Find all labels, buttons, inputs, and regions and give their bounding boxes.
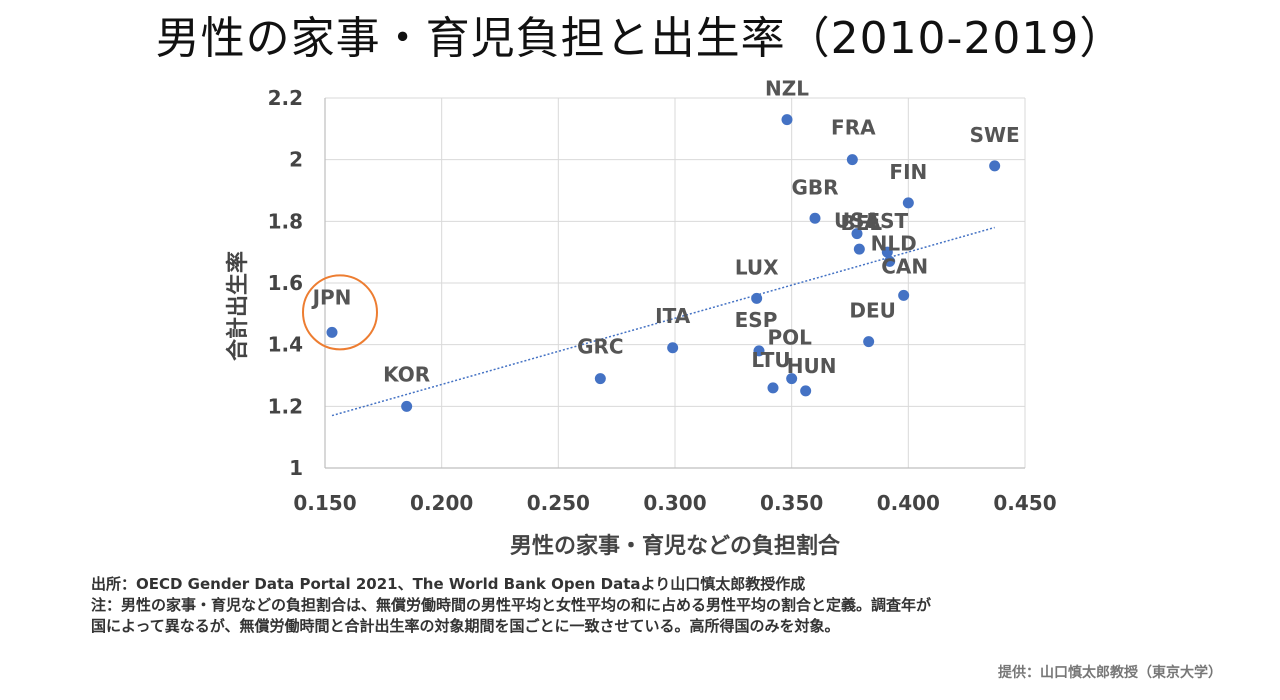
credit: 提供：山口慎太郎教授（東京大学） <box>998 665 1222 681</box>
point-ITA <box>667 342 679 354</box>
point-label-HUN: HUN <box>787 354 837 378</box>
point-GRC <box>594 373 606 385</box>
point-GBR <box>809 212 821 224</box>
point-EST <box>881 246 893 258</box>
source-note: 出所：OECD Gender Data Portal 2021、The Worl… <box>91 575 806 593</box>
y-tick-label-1.8: 1.8 <box>268 209 303 233</box>
y-tick-label-1.2: 1.2 <box>268 394 303 418</box>
point-NLD <box>884 255 896 267</box>
point-label-GRC: GRC <box>577 335 624 359</box>
chart-axes <box>324 98 1025 469</box>
point-ESP <box>753 345 765 357</box>
chart-point-labels: JPN KOR GRC ITA LUX ESP LTU NZL POL HUN GBR FRA USAB… <box>311 77 1020 387</box>
point-JPN <box>326 326 338 338</box>
point-label-SWE: SWE <box>970 123 1020 147</box>
point-label-FIN: FIN <box>889 160 927 184</box>
x-tick-label-0.400: 0.400 <box>877 491 940 515</box>
chart-grid <box>325 97 1026 468</box>
point-label-USA: USA <box>834 209 881 233</box>
point-label-NZL: NZL <box>765 77 809 101</box>
point-label-BEL: BEL <box>841 211 883 235</box>
point-label-NLD: NLD <box>871 231 917 255</box>
x-tick-label-0.200: 0.200 <box>410 491 473 515</box>
point-FIN <box>902 197 914 209</box>
point-label-JPN: JPN <box>311 285 352 309</box>
point-label-FRA: FRA <box>831 116 876 140</box>
point-POL <box>786 373 798 385</box>
point-HUN <box>800 385 812 397</box>
highlight-circle-JPN <box>302 274 378 351</box>
chart-ticks: 0.150 0.200 0.250 0.300 0.350 0.400 0.450 1 1.2 1… <box>268 86 1057 515</box>
chart-trendline <box>331 226 995 417</box>
point-LTU <box>767 382 779 394</box>
point-USA <box>851 228 863 240</box>
definition-note-line-2: 国によって異なるが、無償労働時間と合計出生率の対象期間を国ごとに一致させている。… <box>91 617 840 635</box>
point-FRA <box>846 154 858 166</box>
x-tick-label-0.150: 0.150 <box>293 491 356 515</box>
point-label-EST: EST <box>866 209 908 233</box>
page-title: 男性の家事・育児負担と出生率（2010-2019） <box>155 13 1125 64</box>
point-label-GBR: GBR <box>791 175 838 199</box>
x-tick-label-0.350: 0.350 <box>760 491 823 515</box>
point-label-ITA: ITA <box>655 304 691 328</box>
y-axis-label-wrap: 合計出生率 <box>216 251 256 361</box>
point-label-ESP: ESP <box>735 308 778 332</box>
x-tick-label-0.250: 0.250 <box>527 491 590 515</box>
y-tick-label-1.6: 1.6 <box>268 271 303 295</box>
point-SWE <box>989 160 1001 172</box>
definition-note-line-1: 注：男性の家事・育児などの負担割合は、無償労働時間の男性平均と女性平均の和に占め… <box>91 596 932 614</box>
point-label-POL: POL <box>767 326 812 350</box>
chart-highlight <box>302 274 378 351</box>
x-tick-label-0.450: 0.450 <box>993 491 1056 515</box>
point-BEL <box>853 243 865 255</box>
y-tick-label-2.2: 2.2 <box>268 86 303 110</box>
footnotes: 出所：OECD Gender Data Portal 2021、The Worl… <box>91 574 1211 637</box>
y-axis-label: 合計出生率 <box>226 250 251 362</box>
x-axis-label: 男性の家事・育児などの負担割合 <box>509 534 840 559</box>
point-label-CAN: CAN <box>881 254 928 278</box>
chart-points <box>326 114 1001 412</box>
trendline <box>331 226 995 417</box>
point-CAN <box>898 289 910 301</box>
x-tick-label-0.300: 0.300 <box>643 491 706 515</box>
point-LUX <box>751 292 763 304</box>
y-tick-label-1.4: 1.4 <box>268 333 303 357</box>
point-NZL <box>781 114 793 126</box>
y-tick-label-2: 2 <box>289 148 303 172</box>
point-DEU <box>863 336 875 348</box>
point-KOR <box>401 400 413 412</box>
point-label-KOR: KOR <box>383 362 430 386</box>
y-tick-label-1: 1 <box>289 456 303 480</box>
point-label-LTU: LTU <box>751 348 790 372</box>
point-label-DEU: DEU <box>849 299 896 323</box>
point-label-LUX: LUX <box>735 255 779 279</box>
